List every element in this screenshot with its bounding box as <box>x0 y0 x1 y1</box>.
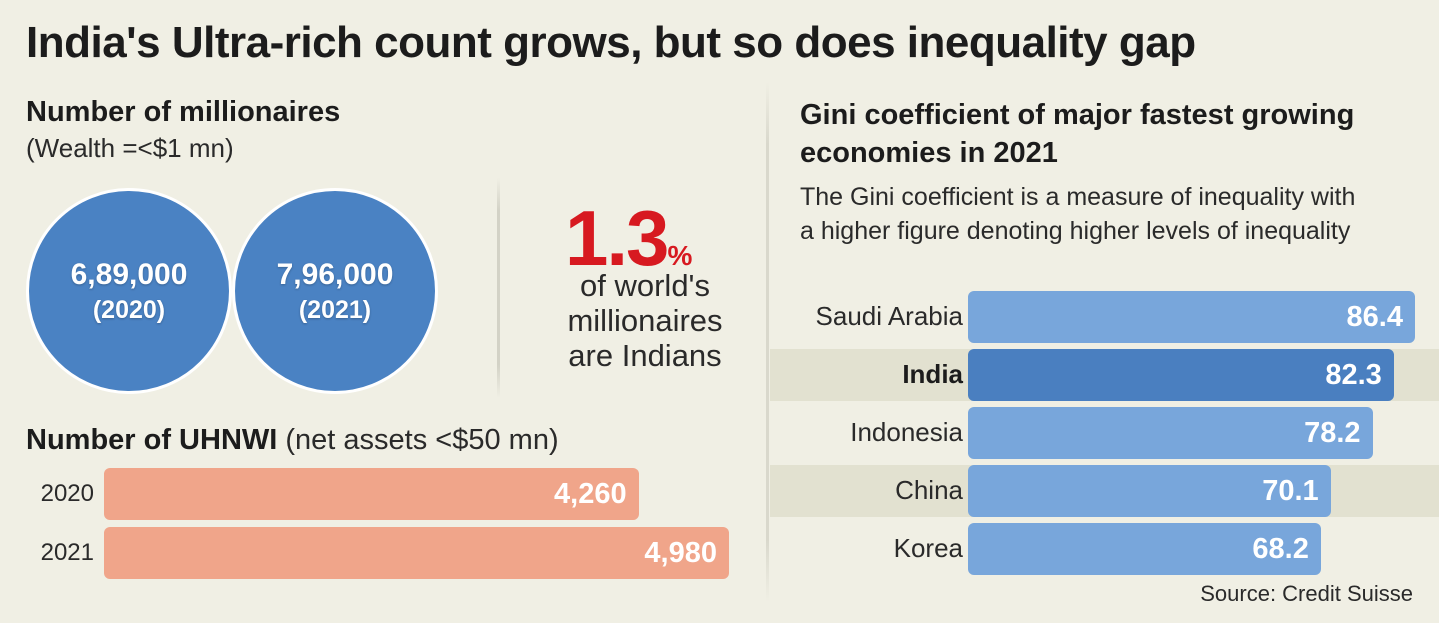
millionaires-2020-circle: 6,89,000 (2020) <box>26 188 232 394</box>
gini-value-label: 68.2 <box>1252 533 1309 565</box>
millionaires-2021-circle: 7,96,000 (2021) <box>232 188 438 394</box>
gini-country-label: China <box>895 475 963 505</box>
uhnwi-bar <box>104 527 729 579</box>
stat-line-3: are Indians <box>568 338 722 373</box>
millionaires-2021-year: (2021) <box>298 295 372 324</box>
gini-country-label: Indonesia <box>850 417 963 447</box>
gini-value-label: 78.2 <box>1304 417 1361 449</box>
section-divider <box>766 82 769 602</box>
stat-percentage: 1.3% <box>565 193 692 284</box>
gini-value-label: 70.1 <box>1262 475 1319 507</box>
gini-bar <box>968 523 1321 575</box>
stat-divider <box>497 178 500 398</box>
stat-line-1: of world's <box>580 268 710 303</box>
millionaires-2020-year: (2020) <box>92 295 166 324</box>
gini-value-label: 82.3 <box>1325 359 1382 391</box>
uhnwi-value-label: 4,260 <box>554 478 627 510</box>
stat-unit: % <box>667 240 693 271</box>
gini-bar <box>968 465 1331 517</box>
uhnwi-year-label: 2021 <box>40 539 94 566</box>
gini-bar <box>968 349 1394 401</box>
uhnwi-title-bold: Number of UHNWI <box>26 424 278 456</box>
stat-line-2: millionaires <box>567 303 723 338</box>
gini-value-label: 86.4 <box>1346 301 1403 333</box>
uhnwi-bar <box>104 468 639 520</box>
gini-country-label: India <box>902 359 963 389</box>
gini-country-label: Saudi Arabia <box>815 301 963 331</box>
uhnwi-title-light: (net assets <$50 mn) <box>277 424 559 456</box>
uhnwi-value-label: 4,980 <box>644 537 717 569</box>
millionaires-title: Number of millionaires <box>26 96 341 128</box>
gini-title: Gini coefficient of major fastest growin… <box>800 99 1355 169</box>
stat-number: 1.3 <box>565 194 669 282</box>
gini-bar <box>968 291 1415 343</box>
millionaires-2021-value: 7,96,000 <box>276 257 394 291</box>
millionaires-subtitle: (Wealth =<$1 mn) <box>26 133 234 163</box>
uhnwi-year-label: 2020 <box>40 480 94 507</box>
page-title: India's Ultra-rich count grows, but so d… <box>26 18 1196 67</box>
gini-bar <box>968 407 1373 459</box>
stat-caption: of world's millionaires are Indians <box>525 268 765 373</box>
gini-description: The Gini coefficient is a measure of ine… <box>800 183 1356 245</box>
millionaires-2020-value: 6,89,000 <box>70 257 188 291</box>
gini-country-label: Korea <box>893 533 963 563</box>
uhnwi-title: Number of UHNWI (net assets <$50 mn) <box>26 424 559 457</box>
source-note: Source: Credit Suisse <box>1200 581 1413 606</box>
